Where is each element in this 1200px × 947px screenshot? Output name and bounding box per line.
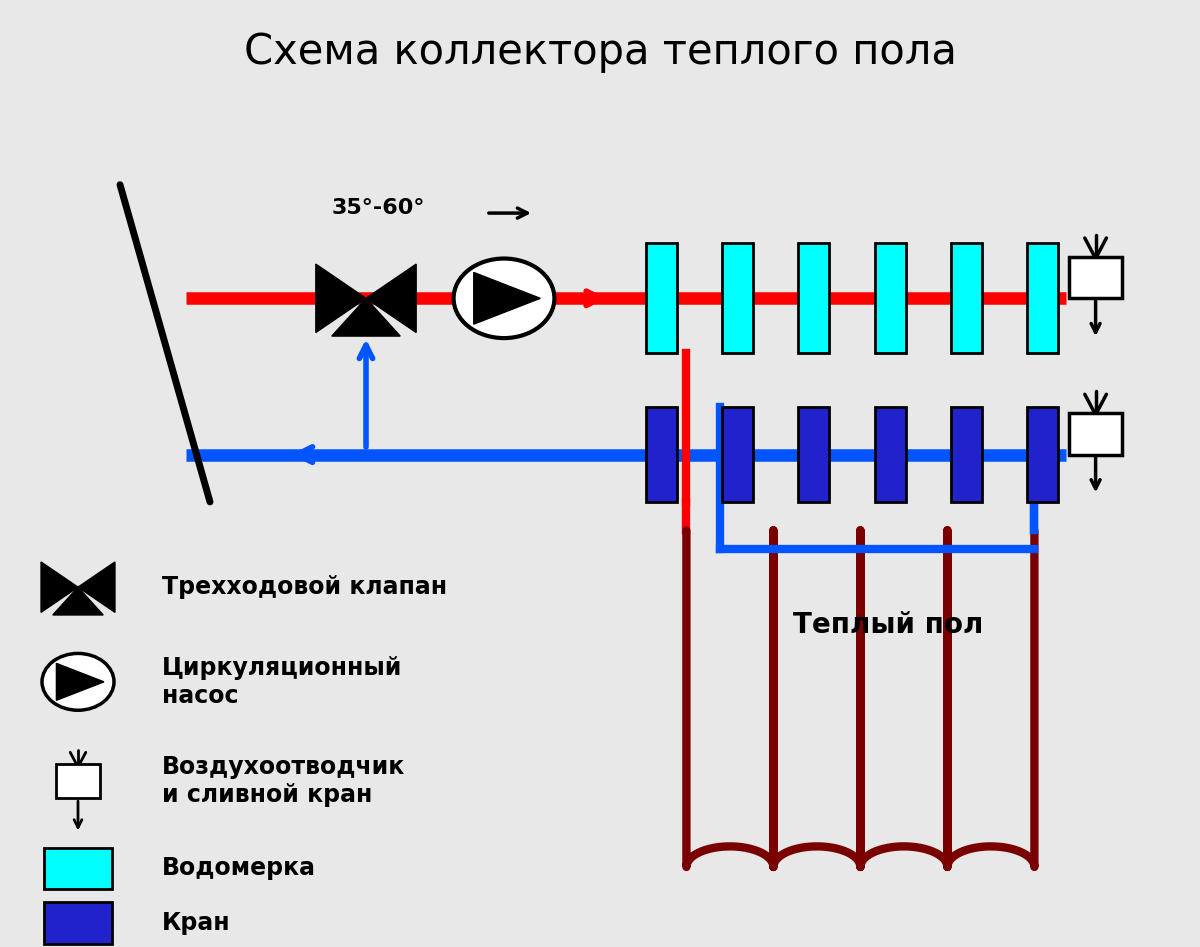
Polygon shape bbox=[41, 562, 78, 613]
Text: Теплый пол: Теплый пол bbox=[793, 611, 983, 639]
Text: Схема коллектора теплого пола: Схема коллектора теплого пола bbox=[244, 31, 956, 73]
FancyBboxPatch shape bbox=[646, 407, 677, 502]
FancyBboxPatch shape bbox=[1069, 413, 1122, 455]
Circle shape bbox=[42, 653, 114, 710]
Polygon shape bbox=[366, 264, 416, 332]
Text: Трехходовой клапан: Трехходовой клапан bbox=[162, 575, 448, 599]
Polygon shape bbox=[474, 273, 540, 324]
Text: Водомерка: Водомерка bbox=[162, 856, 316, 881]
FancyBboxPatch shape bbox=[56, 764, 100, 798]
Text: Циркуляционный
насос: Циркуляционный насос bbox=[162, 656, 402, 707]
Text: Воздухоотводчик
и сливной кран: Воздухоотводчик и сливной кран bbox=[162, 756, 406, 807]
Text: 35°-60°: 35°-60° bbox=[331, 198, 425, 219]
FancyBboxPatch shape bbox=[44, 902, 112, 944]
Text: Кран: Кран bbox=[162, 911, 230, 936]
Polygon shape bbox=[56, 663, 104, 701]
Polygon shape bbox=[78, 562, 115, 613]
FancyBboxPatch shape bbox=[798, 243, 829, 353]
Polygon shape bbox=[331, 298, 401, 336]
FancyBboxPatch shape bbox=[875, 407, 906, 502]
FancyBboxPatch shape bbox=[1027, 407, 1058, 502]
FancyBboxPatch shape bbox=[1069, 257, 1122, 298]
FancyBboxPatch shape bbox=[875, 243, 906, 353]
Circle shape bbox=[454, 259, 554, 338]
Polygon shape bbox=[316, 264, 366, 332]
FancyBboxPatch shape bbox=[646, 243, 677, 353]
FancyBboxPatch shape bbox=[44, 848, 112, 889]
FancyBboxPatch shape bbox=[722, 243, 752, 353]
Polygon shape bbox=[53, 587, 103, 615]
FancyBboxPatch shape bbox=[798, 407, 829, 502]
FancyBboxPatch shape bbox=[952, 407, 982, 502]
FancyBboxPatch shape bbox=[1027, 243, 1058, 353]
FancyBboxPatch shape bbox=[952, 243, 982, 353]
FancyBboxPatch shape bbox=[722, 407, 752, 502]
